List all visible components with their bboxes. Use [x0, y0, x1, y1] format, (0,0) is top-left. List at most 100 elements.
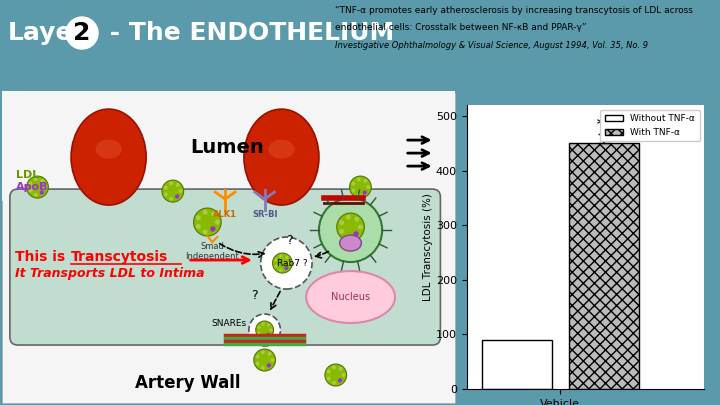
Circle shape [279, 254, 283, 258]
Text: ALK1: ALK1 [213, 210, 237, 219]
Text: Rab7 ?: Rab7 ? [277, 258, 307, 268]
Ellipse shape [244, 109, 319, 205]
Circle shape [267, 333, 270, 337]
Circle shape [164, 192, 168, 196]
Circle shape [196, 215, 201, 220]
Circle shape [356, 193, 361, 197]
Circle shape [176, 183, 179, 187]
Circle shape [339, 229, 344, 234]
Circle shape [338, 379, 343, 383]
Circle shape [256, 355, 259, 358]
Circle shape [327, 370, 330, 373]
Ellipse shape [306, 271, 395, 323]
Circle shape [273, 253, 292, 273]
Text: Nucleus: Nucleus [331, 292, 370, 302]
Circle shape [288, 261, 292, 265]
Ellipse shape [340, 235, 361, 251]
Circle shape [211, 212, 216, 217]
Text: endothelial cells: Crosstalk between NF-κB and PPAR-γ”: endothelial cells: Crosstalk between NF-… [335, 23, 587, 32]
Circle shape [266, 333, 270, 336]
Text: - The ENDOTHELIUM: - The ENDOTHELIUM [101, 21, 395, 45]
Y-axis label: LDL Transcytosis (%): LDL Transcytosis (%) [423, 193, 433, 301]
Circle shape [261, 366, 265, 370]
Circle shape [162, 180, 184, 202]
Text: This is: This is [15, 250, 70, 264]
Circle shape [325, 364, 346, 386]
Circle shape [327, 377, 330, 380]
Circle shape [27, 176, 48, 198]
Circle shape [261, 322, 265, 325]
Bar [482, 340, 552, 389]
Text: Transcytosis: Transcytosis [71, 250, 168, 264]
Circle shape [269, 328, 273, 332]
Text: Smad
Independent: Smad Independent [186, 242, 239, 262]
Circle shape [261, 237, 312, 289]
Legend: Without TNF-α, With TNF-α: Without TNF-α, With TNF-α [600, 110, 700, 141]
Circle shape [43, 185, 48, 189]
Circle shape [319, 198, 382, 262]
Circle shape [364, 179, 367, 183]
Circle shape [169, 197, 173, 201]
Circle shape [337, 213, 364, 241]
Circle shape [261, 350, 265, 354]
Circle shape [29, 182, 32, 185]
Circle shape [268, 364, 271, 368]
Ellipse shape [71, 109, 146, 205]
Circle shape [215, 220, 220, 225]
Text: ?: ? [286, 234, 292, 247]
Circle shape [194, 208, 221, 236]
Text: “TNF-α promotes early atherosclerosis by increasing transcytosis of LDL across: “TNF-α promotes early atherosclerosis by… [335, 6, 693, 15]
Circle shape [257, 326, 261, 329]
Circle shape [279, 268, 283, 272]
Text: SNAREs: SNAREs [212, 319, 247, 328]
Circle shape [249, 314, 281, 346]
Text: **: ** [597, 117, 611, 132]
Circle shape [40, 179, 45, 183]
Circle shape [346, 215, 351, 220]
Circle shape [196, 224, 201, 229]
Bar [569, 143, 639, 389]
FancyBboxPatch shape [2, 91, 455, 201]
Circle shape [338, 367, 343, 371]
Circle shape [40, 191, 45, 195]
Circle shape [350, 176, 372, 198]
Text: It Transports LDL to Intima: It Transports LDL to Intima [15, 266, 204, 279]
Circle shape [338, 378, 342, 383]
Circle shape [284, 266, 288, 270]
Circle shape [261, 335, 265, 338]
Circle shape [354, 217, 359, 222]
Circle shape [256, 362, 259, 365]
Text: SR-BI: SR-BI [252, 210, 277, 219]
Circle shape [175, 194, 179, 199]
Circle shape [332, 381, 336, 385]
Circle shape [34, 177, 37, 181]
Circle shape [363, 190, 367, 195]
Text: ?: ? [251, 288, 258, 302]
Text: Lumen: Lumen [190, 138, 264, 157]
Ellipse shape [96, 139, 122, 159]
Circle shape [364, 191, 367, 195]
Circle shape [210, 226, 216, 232]
Circle shape [271, 358, 274, 362]
Circle shape [274, 258, 278, 262]
Circle shape [285, 267, 289, 271]
Text: Artery Wall: Artery Wall [135, 374, 240, 392]
Circle shape [354, 231, 359, 237]
Circle shape [164, 185, 168, 190]
Circle shape [268, 352, 271, 356]
Circle shape [267, 363, 271, 368]
Circle shape [351, 182, 356, 185]
Circle shape [346, 234, 351, 239]
Text: 2: 2 [73, 21, 91, 45]
Circle shape [356, 177, 361, 181]
Circle shape [40, 190, 44, 195]
Circle shape [34, 193, 37, 197]
Circle shape [176, 195, 179, 199]
Circle shape [29, 189, 32, 192]
Circle shape [332, 365, 336, 369]
Circle shape [257, 331, 261, 335]
Circle shape [358, 224, 363, 230]
Circle shape [341, 373, 346, 377]
Circle shape [202, 210, 207, 215]
Circle shape [366, 185, 370, 189]
